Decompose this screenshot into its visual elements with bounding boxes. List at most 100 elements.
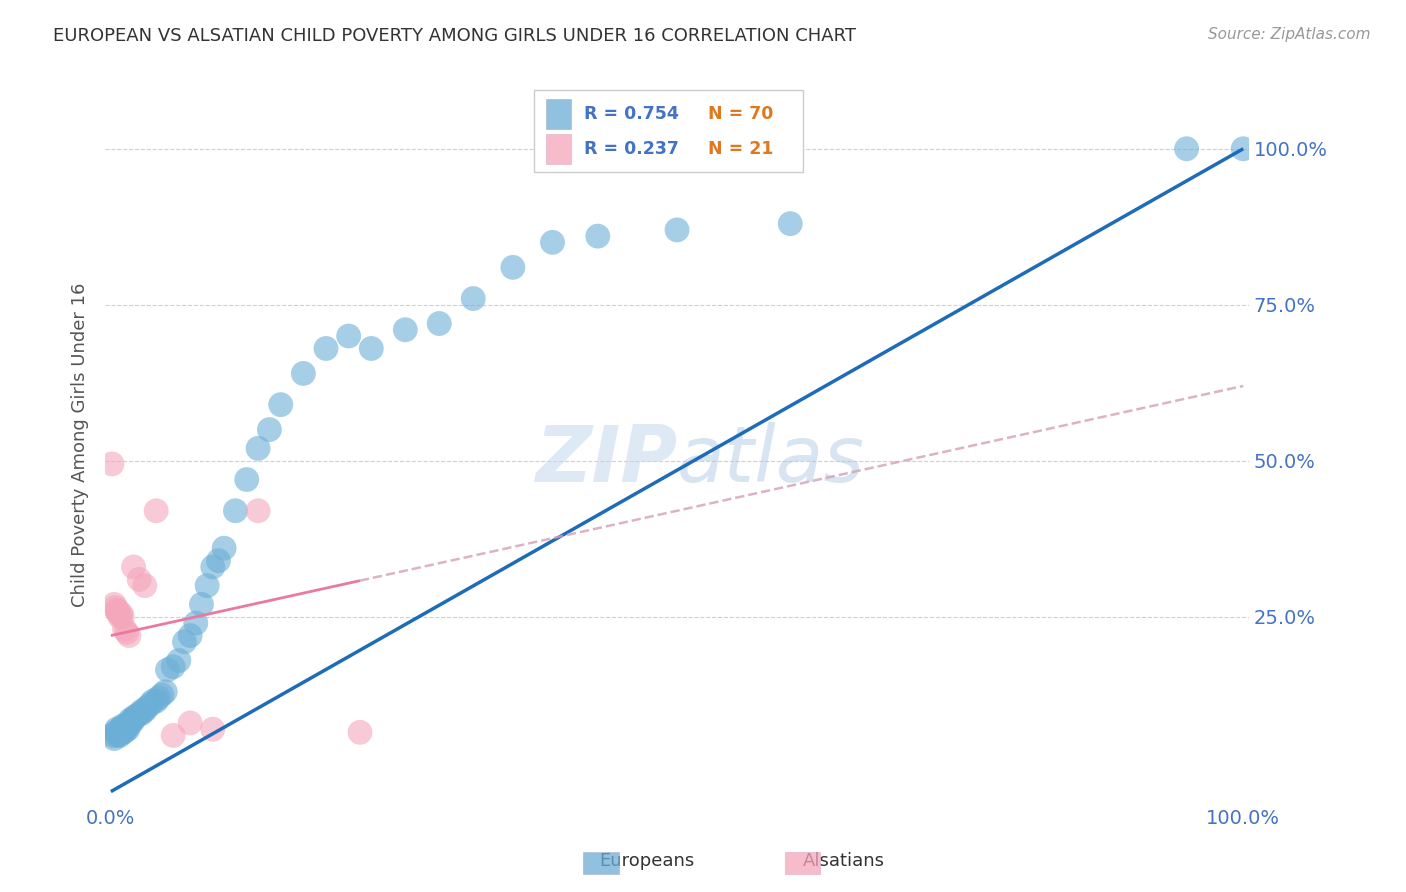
- Point: [270, 398, 292, 412]
- Point: [114, 623, 136, 637]
- Point: [108, 722, 131, 736]
- Point: [121, 713, 143, 727]
- Text: atlas: atlas: [678, 422, 865, 498]
- Point: [167, 654, 190, 668]
- Point: [128, 573, 150, 587]
- Point: [115, 719, 138, 733]
- FancyBboxPatch shape: [546, 134, 571, 164]
- Text: Europeans: Europeans: [599, 852, 695, 870]
- Point: [427, 317, 450, 331]
- Point: [120, 713, 142, 727]
- Point: [156, 663, 179, 677]
- Text: R = 0.754: R = 0.754: [585, 105, 679, 123]
- Point: [114, 719, 136, 733]
- FancyBboxPatch shape: [785, 852, 820, 874]
- Point: [502, 260, 524, 275]
- Text: N = 21: N = 21: [707, 140, 773, 158]
- Point: [111, 610, 134, 624]
- Point: [128, 706, 150, 721]
- Point: [190, 598, 212, 612]
- Text: EUROPEAN VS ALSATIAN CHILD POVERTY AMONG GIRLS UNDER 16 CORRELATION CHART: EUROPEAN VS ALSATIAN CHILD POVERTY AMONG…: [53, 27, 856, 45]
- Point: [195, 579, 218, 593]
- Point: [117, 722, 139, 736]
- FancyBboxPatch shape: [534, 90, 803, 172]
- Point: [112, 725, 135, 739]
- Point: [112, 723, 135, 738]
- Point: [131, 706, 153, 721]
- Point: [1232, 142, 1254, 156]
- Point: [666, 223, 689, 237]
- Point: [337, 329, 360, 343]
- Point: [134, 703, 156, 717]
- Point: [120, 715, 142, 730]
- Text: Alsatians: Alsatians: [803, 852, 884, 870]
- Text: ZIP: ZIP: [534, 422, 678, 498]
- Point: [586, 229, 609, 244]
- Point: [103, 731, 125, 746]
- Point: [105, 604, 128, 618]
- Point: [212, 541, 235, 556]
- Point: [111, 722, 134, 736]
- Point: [145, 504, 167, 518]
- Point: [155, 684, 177, 698]
- Point: [463, 292, 485, 306]
- Point: [236, 473, 259, 487]
- Point: [134, 579, 156, 593]
- Point: [1175, 142, 1198, 156]
- Point: [139, 697, 162, 711]
- Point: [779, 217, 801, 231]
- Point: [122, 713, 145, 727]
- FancyBboxPatch shape: [583, 852, 619, 874]
- Point: [136, 700, 159, 714]
- Point: [104, 600, 127, 615]
- Point: [201, 722, 224, 736]
- Point: [118, 715, 141, 730]
- Point: [111, 719, 134, 733]
- Point: [110, 607, 132, 621]
- Point: [118, 629, 141, 643]
- Point: [104, 725, 127, 739]
- Point: [117, 719, 139, 733]
- Point: [179, 629, 201, 643]
- Point: [315, 342, 337, 356]
- Point: [541, 235, 564, 250]
- Point: [247, 442, 270, 456]
- Point: [108, 610, 131, 624]
- Point: [247, 504, 270, 518]
- Point: [107, 725, 129, 739]
- Point: [349, 725, 371, 739]
- Point: [110, 725, 132, 739]
- Point: [124, 709, 146, 723]
- Point: [131, 703, 153, 717]
- Point: [179, 715, 201, 730]
- Point: [162, 660, 184, 674]
- Point: [105, 722, 128, 736]
- Y-axis label: Child Poverty Among Girls Under 16: Child Poverty Among Girls Under 16: [72, 283, 89, 607]
- Point: [122, 560, 145, 574]
- Text: R = 0.237: R = 0.237: [585, 140, 679, 158]
- Point: [162, 728, 184, 742]
- Point: [150, 688, 173, 702]
- Text: N = 70: N = 70: [707, 105, 773, 123]
- Point: [394, 323, 416, 337]
- Point: [107, 607, 129, 621]
- Point: [142, 694, 165, 708]
- Text: Source: ZipAtlas.com: Source: ZipAtlas.com: [1208, 27, 1371, 42]
- Point: [148, 690, 170, 705]
- Point: [207, 554, 229, 568]
- Point: [360, 342, 382, 356]
- FancyBboxPatch shape: [546, 99, 571, 129]
- Point: [125, 709, 148, 723]
- Point: [101, 728, 124, 742]
- Point: [114, 723, 136, 738]
- Point: [107, 728, 129, 742]
- Point: [201, 560, 224, 574]
- Point: [111, 725, 134, 739]
- Point: [103, 598, 125, 612]
- Point: [114, 722, 136, 736]
- Point: [259, 423, 281, 437]
- Point: [184, 616, 207, 631]
- Point: [292, 367, 315, 381]
- Point: [224, 504, 246, 518]
- Point: [173, 635, 195, 649]
